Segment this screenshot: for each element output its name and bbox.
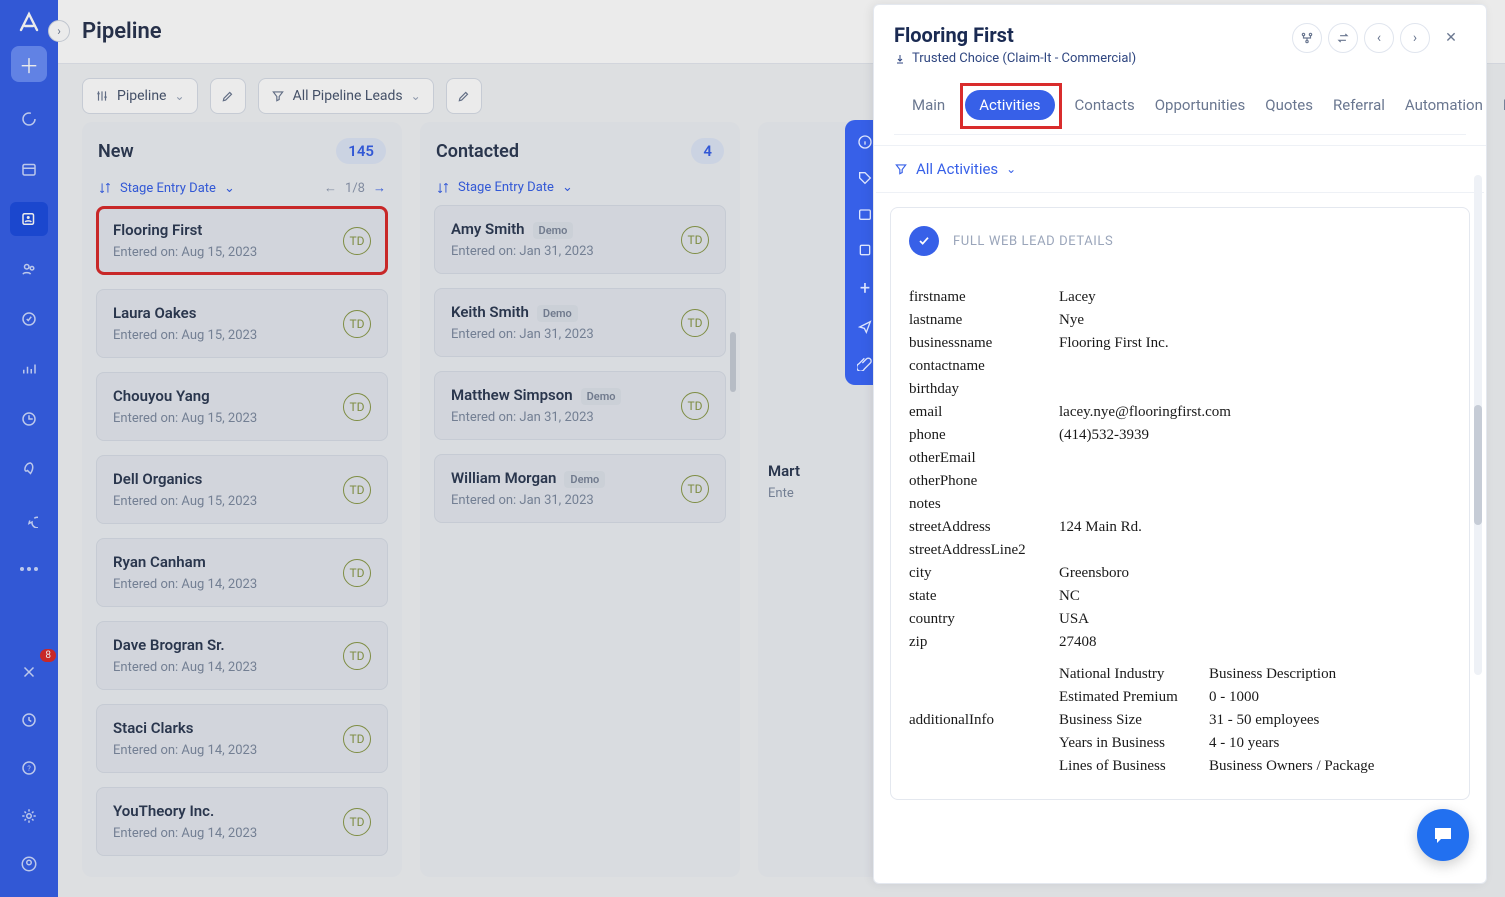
panel-scrollbar[interactable] <box>1474 175 1482 675</box>
tab-opportunities[interactable]: Opportunities <box>1155 90 1246 120</box>
additional-key: National Industry <box>1059 663 1209 686</box>
detail-key: streetAddressLine2 <box>909 539 1059 562</box>
panel-subtitle: Trusted Choice (Claim-It - Commercial) <box>912 51 1136 66</box>
activities-filter-label: All Activities <box>916 160 998 178</box>
detail-value: Flooring First Inc. <box>1059 332 1241 355</box>
detail-value <box>1059 470 1241 493</box>
check-icon <box>909 226 939 256</box>
detail-value <box>1059 493 1241 516</box>
rail-tag-icon[interactable] <box>857 170 873 186</box>
chat-fab[interactable] <box>1417 809 1469 861</box>
tab-main[interactable]: Main <box>912 90 945 120</box>
detail-key: otherPhone <box>909 470 1059 493</box>
additional-info-label: additionalInfo <box>909 660 1059 781</box>
panel-body: All Activities ⌄ FULL WEB LEAD DETAILS f… <box>874 146 1486 883</box>
detail-key: phone <box>909 424 1059 447</box>
activities-filter[interactable]: All Activities ⌄ <box>876 146 1484 193</box>
additional-value: Business Description <box>1209 663 1384 686</box>
detail-value: 27408 <box>1059 631 1241 654</box>
additional-key: Business Size <box>1059 709 1209 732</box>
detail-key: country <box>909 608 1059 631</box>
detail-value: lacey.nye@flooringfirst.com <box>1059 401 1241 424</box>
detail-key: streetAddress <box>909 516 1059 539</box>
additional-key: Years in Business <box>1059 732 1209 755</box>
detail-value: Nye <box>1059 309 1241 332</box>
detail-value <box>1059 355 1241 378</box>
lead-details: firstnameLaceylastnameNyebusinessnameFlo… <box>909 286 1451 781</box>
tab-automation[interactable]: Automation <box>1405 90 1483 120</box>
detail-value: USA <box>1059 608 1241 631</box>
tab-contacts[interactable]: Contacts <box>1075 90 1135 120</box>
rail-attach-icon[interactable] <box>857 355 873 371</box>
detail-value <box>1059 539 1241 562</box>
panel-header: Flooring First Trusted Choice (Claim-It … <box>874 5 1486 146</box>
activity-card: FULL WEB LEAD DETAILS firstnameLaceylast… <box>890 207 1470 800</box>
panel-next-button[interactable]: › <box>1400 23 1430 53</box>
rail-info-icon[interactable] <box>857 134 873 150</box>
tab-quotes[interactable]: Quotes <box>1265 90 1313 120</box>
tab-referral[interactable]: Referral <box>1333 90 1385 120</box>
panel-close-button[interactable]: ✕ <box>1436 23 1466 53</box>
detail-value: Lacey <box>1059 286 1241 309</box>
detail-value: NC <box>1059 585 1241 608</box>
detail-value <box>1059 378 1241 401</box>
detail-value <box>1059 447 1241 470</box>
detail-key: lastname <box>909 309 1059 332</box>
additional-value: 31 - 50 employees <box>1209 709 1384 732</box>
detail-key: email <box>909 401 1059 424</box>
rail-event-icon[interactable] <box>857 206 873 222</box>
rail-add-icon[interactable]: + <box>860 278 870 299</box>
detail-key: notes <box>909 493 1059 516</box>
detail-key: birthday <box>909 378 1059 401</box>
detail-key: firstname <box>909 286 1059 309</box>
panel-prev-button[interactable]: ‹ <box>1364 23 1394 53</box>
additional-key: Lines of Business <box>1059 755 1209 778</box>
additional-key: Estimated Premium <box>1059 686 1209 709</box>
detail-key: contactname <box>909 355 1059 378</box>
panel-tabs: Main Activities Contacts Opportunities Quote… <box>894 76 1466 135</box>
additional-value: Business Owners / Package <box>1209 755 1384 778</box>
tab-activities[interactable]: Activities <box>965 90 1054 120</box>
detail-key: businessname <box>909 332 1059 355</box>
detail-key: city <box>909 562 1059 585</box>
detail-key: otherEmail <box>909 447 1059 470</box>
panel-swap-icon[interactable] <box>1328 23 1358 53</box>
additional-value: 4 - 10 years <box>1209 732 1384 755</box>
detail-key: state <box>909 585 1059 608</box>
rail-send-icon[interactable] <box>857 319 873 335</box>
rail-note-icon[interactable] <box>857 242 873 258</box>
panel-branch-icon[interactable] <box>1292 23 1322 53</box>
chevron-down-icon: ⌄ <box>1006 162 1016 176</box>
activity-section-title: FULL WEB LEAD DETAILS <box>953 234 1113 249</box>
detail-key: zip <box>909 631 1059 654</box>
detail-value: 124 Main Rd. <box>1059 516 1241 539</box>
detail-value: Greensboro <box>1059 562 1241 585</box>
detail-value: (414)532-3939 <box>1059 424 1241 447</box>
detail-panel: Flooring First Trusted Choice (Claim-It … <box>873 4 1487 884</box>
additional-value: 0 - 1000 <box>1209 686 1384 709</box>
panel-title: Flooring First <box>894 23 1136 47</box>
